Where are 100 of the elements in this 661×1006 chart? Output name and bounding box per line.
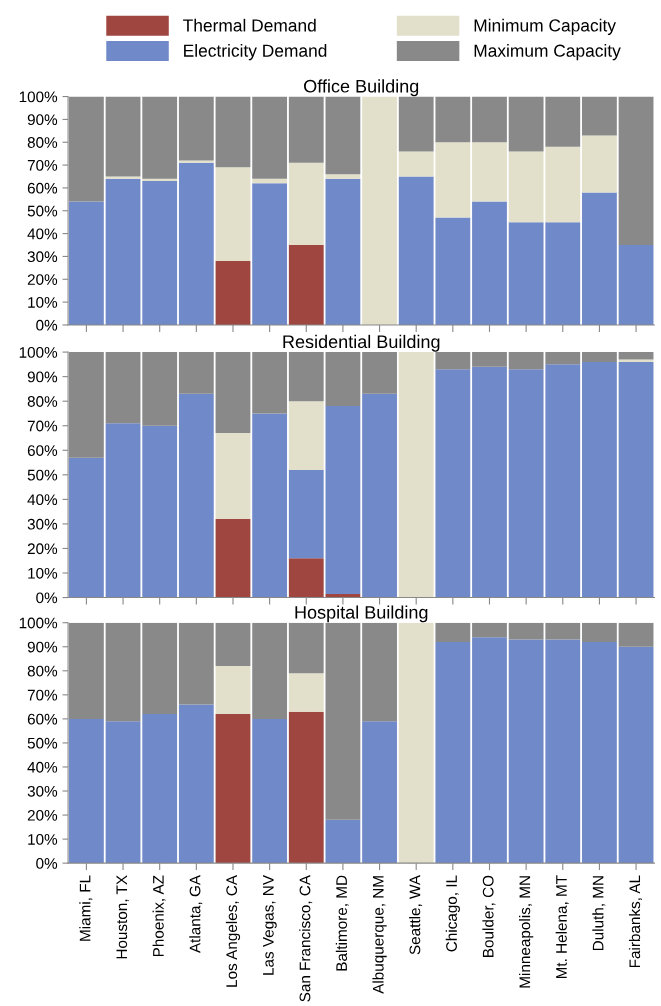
bar xyxy=(288,673,324,712)
y-tick-label: 30% xyxy=(27,518,58,530)
y-tick-label: 70% xyxy=(27,689,58,701)
bar xyxy=(325,174,361,179)
y-tick-label: 10% xyxy=(28,567,58,579)
x-tick-label: Los Angeles, CA xyxy=(225,874,241,987)
y-tick-label: 90% xyxy=(27,114,58,126)
y-tick-label: 50% xyxy=(27,205,58,217)
bar xyxy=(362,96,397,325)
bar xyxy=(252,352,288,414)
bar xyxy=(325,352,361,407)
y-tick-label: 90% xyxy=(27,641,58,653)
y-tick-label: 40% xyxy=(27,494,58,506)
bar xyxy=(69,718,104,864)
bar xyxy=(178,96,214,161)
bar xyxy=(288,622,324,674)
bar xyxy=(618,646,654,864)
bar xyxy=(142,96,178,179)
y-tick-label: 50% xyxy=(27,737,58,749)
bar xyxy=(215,519,251,598)
y-tick-label: 10% xyxy=(28,833,58,845)
y-tick-label: 60% xyxy=(27,445,58,456)
y-tick-label: 50% xyxy=(27,469,58,481)
y-tick-label: 100% xyxy=(19,617,58,629)
y-tick-label: 0% xyxy=(36,592,58,604)
bar xyxy=(472,201,507,325)
x-tick-label: Las Vegas, NV xyxy=(263,875,277,975)
y-tick-label: 20% xyxy=(27,274,58,285)
bar xyxy=(288,469,324,559)
bar xyxy=(362,622,397,722)
x-tick-label: San Francisco, CA xyxy=(299,874,313,1002)
bar xyxy=(582,352,617,362)
bar xyxy=(472,352,507,367)
bar xyxy=(178,162,214,325)
bar xyxy=(288,558,324,598)
bar xyxy=(435,352,471,370)
x-tick-label: Chicago, IL xyxy=(445,875,460,952)
bar xyxy=(142,714,178,864)
legend-label: Minimum Capacity xyxy=(474,18,616,36)
x-tick-label: Mt. Helena, MT xyxy=(555,875,569,979)
y-tick-label: 30% xyxy=(27,785,58,797)
bar xyxy=(252,718,288,864)
y-tick-label: 80% xyxy=(27,396,58,407)
bar xyxy=(325,819,361,864)
bar xyxy=(105,96,141,177)
bar xyxy=(618,245,654,325)
bar xyxy=(215,622,251,666)
bar xyxy=(215,665,251,715)
bar xyxy=(582,361,617,598)
y-tick-label: 10% xyxy=(28,296,58,308)
bar xyxy=(252,622,288,719)
bar xyxy=(472,622,507,638)
y-tick-label: 70% xyxy=(27,420,58,432)
bar xyxy=(252,413,288,598)
x-tick-label: Fairbanks, AL xyxy=(628,875,642,968)
y-tick-label: 20% xyxy=(27,809,58,821)
bar xyxy=(618,359,654,362)
y-tick-label: 100% xyxy=(19,91,58,103)
x-tick-label: Seattle, WA xyxy=(409,874,423,955)
bar xyxy=(105,178,141,325)
x-tick-label: Miami, FL xyxy=(79,875,93,941)
bar xyxy=(618,96,654,246)
y-tick-label: 70% xyxy=(27,159,58,171)
y-tick-label: 90% xyxy=(27,371,58,383)
chart-title: Residential Building xyxy=(283,334,440,352)
x-tick-label: Houston, TX xyxy=(116,875,129,959)
bar xyxy=(325,178,361,325)
bar xyxy=(362,352,397,394)
bar xyxy=(215,714,251,864)
bar xyxy=(398,352,434,598)
legend-label: Electricity Demand xyxy=(184,44,327,61)
bar xyxy=(362,393,397,598)
bar xyxy=(142,425,178,598)
x-tick-label: Phoenix, AZ xyxy=(152,875,166,957)
bar xyxy=(178,704,214,864)
bar xyxy=(105,423,141,598)
y-tick-label: 100% xyxy=(19,346,58,358)
bar xyxy=(582,96,617,136)
bar xyxy=(105,352,141,424)
y-tick-label: 80% xyxy=(27,665,58,677)
y-tick-label: 60% xyxy=(27,182,58,194)
bar xyxy=(618,622,654,647)
bar xyxy=(105,622,141,722)
bar xyxy=(178,622,214,705)
bar xyxy=(618,361,654,598)
y-tick-label: 40% xyxy=(27,228,58,240)
y-tick-label: 0% xyxy=(36,858,58,869)
x-tick-label: Boulder, CO xyxy=(482,875,496,957)
bar xyxy=(142,181,178,325)
bar xyxy=(435,641,471,864)
x-tick-label: Albuquerque, NM xyxy=(372,876,387,994)
bar xyxy=(398,622,434,864)
bar xyxy=(325,406,361,594)
bar xyxy=(325,96,361,175)
y-tick-label: 60% xyxy=(27,713,58,725)
y-tick-label: 20% xyxy=(27,543,58,555)
bar xyxy=(435,622,471,642)
bar xyxy=(288,96,324,163)
bar xyxy=(362,721,397,864)
bar xyxy=(325,622,361,820)
